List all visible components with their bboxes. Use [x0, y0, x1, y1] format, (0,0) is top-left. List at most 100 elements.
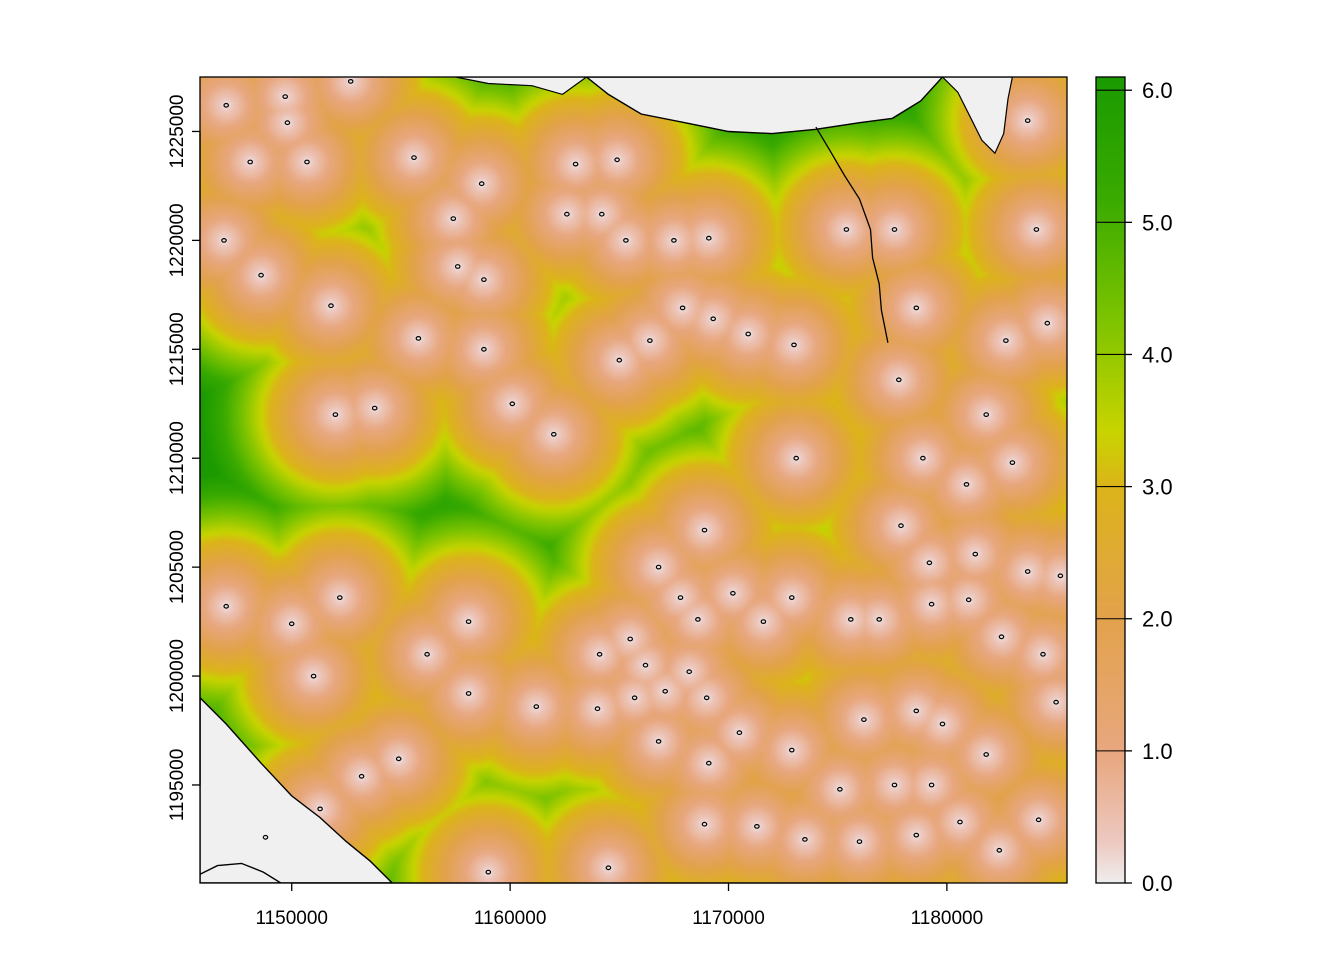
feature-outline	[454, 264, 461, 269]
legend-tick-label: 5.0	[1142, 210, 1173, 235]
feature-outline	[760, 619, 767, 624]
feature-outline	[1035, 817, 1042, 823]
feature-outline	[686, 669, 693, 675]
y-tick-label: 1215000	[167, 312, 188, 386]
feature-outline	[631, 695, 638, 701]
feature-outline	[1053, 699, 1059, 705]
feature-outline	[258, 272, 264, 278]
feature-outline	[972, 551, 979, 557]
legend-tick-label: 4.0	[1142, 342, 1173, 367]
feature-outline	[701, 821, 708, 827]
feature-outline	[221, 237, 227, 243]
feature-outline	[655, 564, 662, 570]
feature-outline	[1009, 460, 1016, 466]
feature-outline	[1044, 320, 1051, 326]
feature-outline	[358, 773, 365, 779]
heatmap-raster	[200, 77, 1067, 883]
color-legend: 0.0 1.0 2.0 3.0 4.0 5.0 6.0	[1095, 76, 1173, 896]
feature-outline	[913, 708, 920, 714]
feature-outline	[371, 405, 378, 411]
feature-outline	[983, 752, 990, 757]
feature-outline	[284, 120, 291, 126]
feature-outline	[802, 837, 808, 842]
feature-outline	[895, 377, 902, 383]
legend-tick-label: 1.0	[1142, 739, 1173, 764]
x-tick-label: 1180000	[911, 908, 984, 929]
feature-outline	[304, 159, 310, 165]
feature-outline	[963, 482, 970, 487]
water-body	[585, 77, 944, 135]
feature-outline	[572, 161, 579, 167]
y-tick-label: 1225000	[167, 95, 188, 169]
water-body	[455, 77, 588, 96]
feature-outline	[596, 651, 603, 657]
feature-outline	[485, 869, 492, 875]
feature-outline	[627, 636, 634, 642]
feature-outline	[481, 346, 487, 352]
feature-outline	[671, 237, 677, 243]
feature-outline	[913, 832, 920, 838]
feature-outline	[703, 695, 710, 701]
feature-outline	[1033, 227, 1040, 232]
feature-outline	[856, 839, 863, 844]
feature-outline	[965, 597, 972, 603]
y-axis: 1195000 1200000 1205000 1210000 1215000 12200…	[167, 95, 201, 822]
y-tick-label: 1195000	[167, 749, 188, 822]
feature-outline	[730, 590, 736, 596]
feature-outline	[677, 595, 684, 600]
y-tick-label: 1210000	[167, 421, 188, 495]
feature-outline	[647, 338, 653, 344]
feature-outline	[642, 662, 649, 668]
feature-outline	[605, 865, 612, 871]
feature-outline	[861, 717, 867, 722]
feature-outline	[465, 619, 472, 624]
feature-outline	[891, 227, 898, 232]
feature-outline	[1024, 569, 1031, 574]
feature-outline	[310, 673, 317, 679]
feature-outline	[478, 181, 485, 187]
feature-outline	[564, 211, 570, 217]
x-axis: 1150000 1160000 1170000 1180000	[255, 882, 984, 929]
feature-outline	[695, 617, 701, 622]
feature-outline	[347, 78, 354, 84]
water-body	[200, 696, 394, 883]
feature-outline	[411, 155, 417, 161]
feature-outline	[509, 401, 516, 407]
feature-outline	[788, 747, 795, 753]
feature-outline	[450, 216, 457, 222]
feature-outline	[481, 277, 487, 283]
feature-outline	[705, 235, 712, 241]
feature-outline	[328, 303, 334, 309]
feature-outline	[983, 412, 990, 418]
legend-tick-label: 2.0	[1142, 607, 1173, 632]
feature-outline	[791, 342, 797, 348]
feature-outline	[1024, 118, 1031, 123]
feature-outline	[1003, 338, 1009, 344]
x-tick-label: 1170000	[692, 908, 765, 929]
feature-outline	[262, 834, 269, 840]
feature-outline	[395, 756, 402, 762]
feature-outline	[705, 760, 712, 766]
feature-outline	[876, 617, 883, 622]
legend-tick-label: 6.0	[1142, 78, 1173, 103]
water-body	[941, 77, 1014, 155]
feature-outline	[996, 847, 1003, 853]
feature-outline	[679, 305, 686, 311]
y-tick-label: 1220000	[167, 203, 188, 277]
feature-outline	[754, 824, 760, 829]
feature-outline	[594, 706, 601, 712]
feature-outline	[282, 94, 289, 99]
feature-outline	[928, 601, 935, 607]
plot-area	[200, 77, 1067, 883]
feature-outline	[662, 688, 669, 694]
feature-outline	[837, 786, 843, 792]
x-tick-label: 1160000	[474, 908, 547, 929]
feature-outline	[891, 782, 898, 788]
legend-tick-label: 3.0	[1142, 475, 1173, 500]
feature-outline	[745, 331, 752, 337]
feature-outline	[998, 634, 1005, 640]
legend-colorbar	[1095, 76, 1126, 884]
feature-outline	[465, 691, 472, 696]
feature-outline	[223, 603, 230, 609]
feature-outline	[793, 455, 800, 461]
